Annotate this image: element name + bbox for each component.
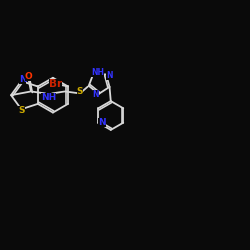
Text: S: S [18,106,25,115]
Text: NH: NH [91,68,104,77]
Text: N: N [106,71,113,80]
Text: NH: NH [41,93,56,102]
Text: N: N [98,118,106,127]
Text: S: S [77,87,83,96]
Text: O: O [24,72,32,80]
Text: N: N [92,90,99,99]
Text: N: N [19,74,26,84]
Text: Br: Br [49,79,62,89]
